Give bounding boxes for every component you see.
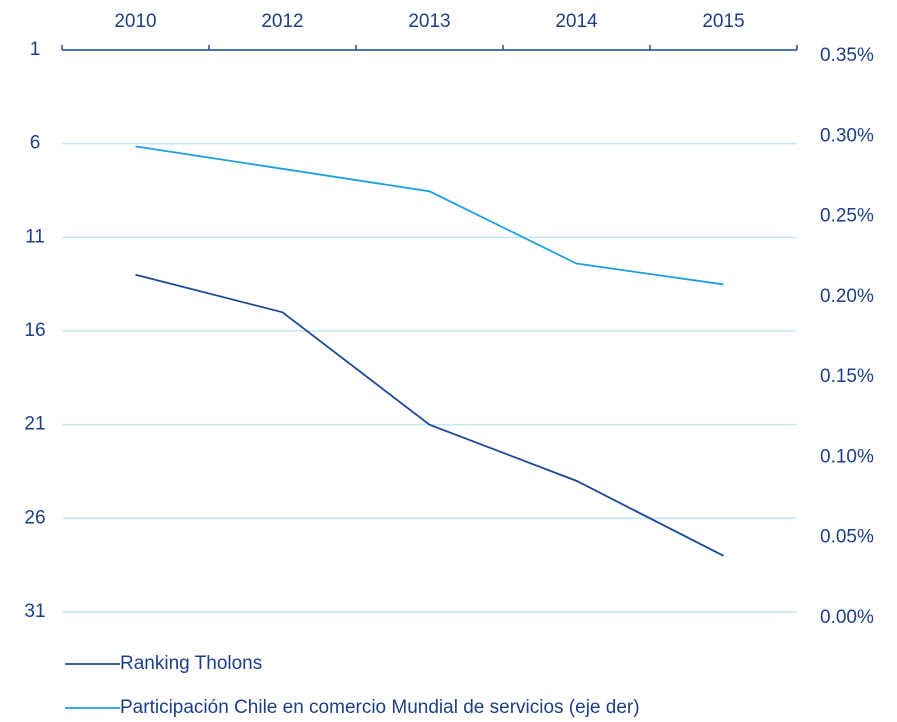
y-tick-label: 16 — [24, 320, 45, 341]
x-tick-label: 2010 — [114, 11, 156, 32]
x-tick-label: 2013 — [408, 11, 450, 32]
y-tick-label: 6 — [30, 133, 41, 154]
y-tick-label: 31 — [24, 601, 45, 622]
legend-label: Participación Chile en comercio Mundial … — [120, 697, 640, 718]
legend-label: Ranking Tholons — [120, 653, 262, 674]
x-tick-label: 2012 — [261, 11, 303, 32]
y2-tick-label: 0.35% — [820, 45, 874, 66]
y2-tick-label: 0.15% — [820, 366, 874, 387]
y2-tick-label: 0.25% — [820, 206, 874, 227]
x-tick-label: 2014 — [555, 11, 598, 32]
y2-tick-label: 0.00% — [820, 607, 874, 628]
x-tick-label: 2015 — [702, 11, 744, 32]
y-tick-label: 21 — [24, 414, 45, 435]
y2-tick-label: 0.30% — [820, 125, 874, 146]
series-line — [135, 273, 724, 557]
y-tick-label: 11 — [25, 226, 45, 247]
y2-tick-label: 0.05% — [820, 527, 874, 548]
y-tick-label: 26 — [24, 507, 45, 528]
series-line — [135, 145, 724, 286]
y-tick-label: 1 — [30, 39, 41, 60]
y2-tick-label: 0.10% — [820, 446, 874, 467]
y2-tick-label: 0.20% — [820, 286, 874, 307]
